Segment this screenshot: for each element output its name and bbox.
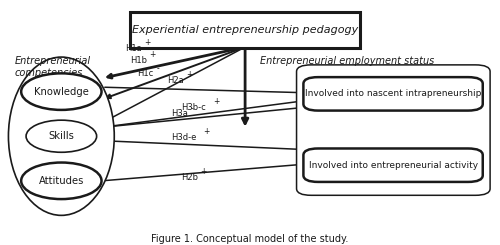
Text: H1b: H1b <box>130 56 147 65</box>
Text: Entrepreneurial employment status: Entrepreneurial employment status <box>260 56 434 66</box>
Text: H3a: H3a <box>172 110 188 118</box>
Text: +: + <box>204 127 210 136</box>
FancyBboxPatch shape <box>130 12 360 48</box>
Text: Figure 1. Conceptual model of the study.: Figure 1. Conceptual model of the study. <box>152 234 348 244</box>
Text: Involved into nascent intrapreneurship: Involved into nascent intrapreneurship <box>305 89 482 98</box>
Text: +: + <box>144 38 150 47</box>
Text: +: + <box>149 50 156 59</box>
Text: Entrepreneurial
competencies: Entrepreneurial competencies <box>15 56 91 78</box>
Text: +: + <box>213 97 220 106</box>
Text: +: + <box>200 167 207 176</box>
Text: Attitudes: Attitudes <box>38 176 84 186</box>
Text: +: + <box>186 70 192 79</box>
Text: Experiential entrepreneurship pedagogy: Experiential entrepreneurship pedagogy <box>132 25 358 35</box>
Text: H3d-e: H3d-e <box>172 133 197 142</box>
Ellipse shape <box>21 162 102 199</box>
Ellipse shape <box>8 57 115 215</box>
Text: H2a: H2a <box>166 76 184 85</box>
Ellipse shape <box>26 120 96 152</box>
FancyBboxPatch shape <box>296 65 490 195</box>
Text: -: - <box>156 64 159 73</box>
Text: H1c: H1c <box>138 69 154 78</box>
FancyBboxPatch shape <box>304 148 483 182</box>
Text: Knowledge: Knowledge <box>34 87 89 97</box>
Text: H3b-c: H3b-c <box>182 103 206 112</box>
Text: Skills: Skills <box>48 131 74 141</box>
Ellipse shape <box>21 73 102 110</box>
Text: Involved into entrepreneurial activity: Involved into entrepreneurial activity <box>308 161 478 170</box>
Text: H2b: H2b <box>182 173 198 182</box>
Text: -: - <box>190 104 194 113</box>
FancyBboxPatch shape <box>304 77 483 110</box>
Text: H1a: H1a <box>125 44 142 53</box>
